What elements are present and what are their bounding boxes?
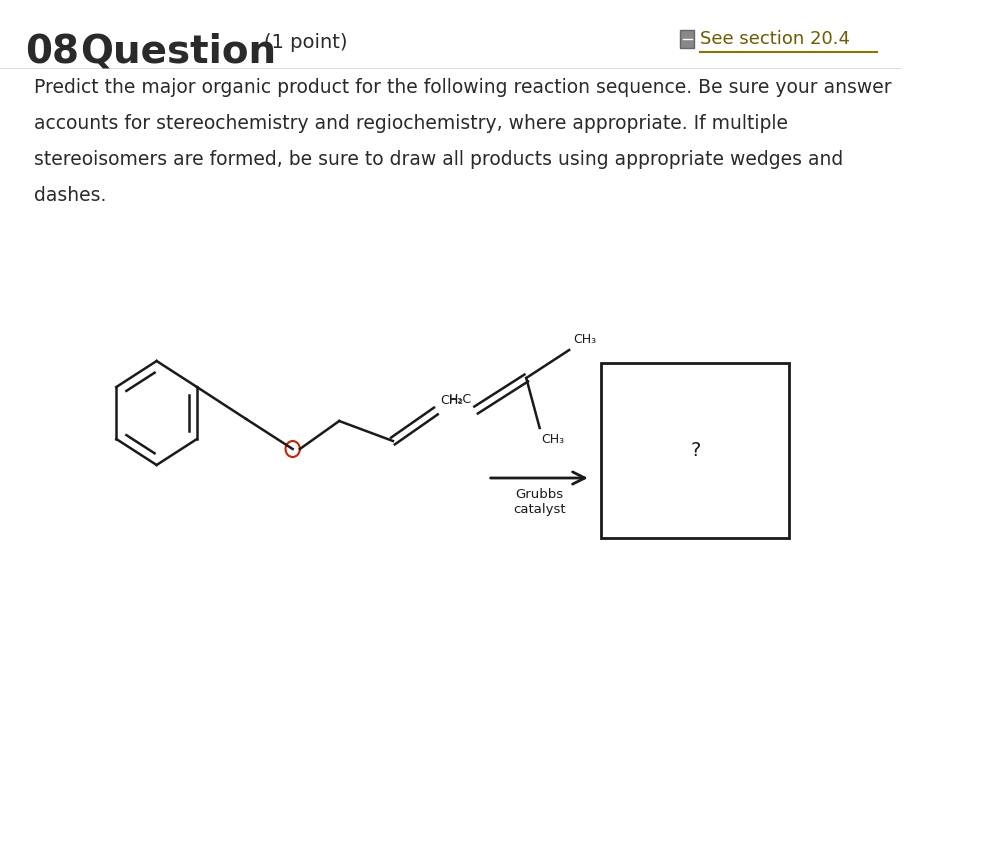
Text: 08: 08	[25, 33, 79, 71]
Text: stereoisomers are formed, be sure to draw all products using appropriate wedges : stereoisomers are formed, be sure to dra…	[34, 150, 844, 169]
Text: Predict the major organic product for the following reaction sequence. Be sure y: Predict the major organic product for th…	[34, 78, 892, 97]
Text: ?: ?	[690, 441, 701, 460]
Text: CH₃: CH₃	[541, 433, 564, 446]
Bar	[602, 363, 789, 538]
Text: H₂C: H₂C	[449, 393, 472, 406]
Text: dashes.: dashes.	[34, 186, 107, 205]
Text: CH₂: CH₂	[440, 394, 464, 407]
Text: Grubbs
catalyst: Grubbs catalyst	[513, 488, 565, 516]
Text: CH₃: CH₃	[573, 333, 596, 346]
Text: See section 20.4: See section 20.4	[700, 30, 850, 48]
Bar	[680, 30, 695, 48]
Text: Question: Question	[81, 33, 276, 71]
Text: accounts for stereochemistry and regiochemistry, where appropriate. If multiple: accounts for stereochemistry and regioch…	[34, 114, 788, 133]
Text: (1 point): (1 point)	[264, 33, 348, 52]
Circle shape	[285, 441, 299, 457]
